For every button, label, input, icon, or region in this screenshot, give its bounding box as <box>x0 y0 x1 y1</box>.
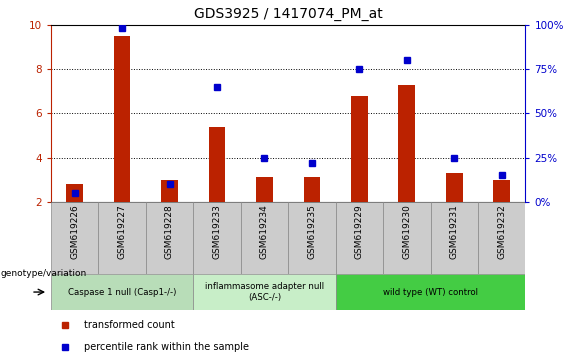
Title: GDS3925 / 1417074_PM_at: GDS3925 / 1417074_PM_at <box>194 7 383 21</box>
Bar <box>146 202 193 274</box>
Bar <box>98 202 146 274</box>
Text: percentile rank within the sample: percentile rank within the sample <box>84 342 249 352</box>
Text: GSM619235: GSM619235 <box>307 204 316 259</box>
Text: GSM619233: GSM619233 <box>212 204 221 259</box>
Bar <box>351 96 368 202</box>
Bar <box>66 184 83 202</box>
Text: transformed count: transformed count <box>84 320 175 330</box>
Bar <box>51 274 193 310</box>
Bar <box>336 274 525 310</box>
Text: Caspase 1 null (Casp1-/-): Caspase 1 null (Casp1-/-) <box>68 287 176 297</box>
Text: wild type (WT) control: wild type (WT) control <box>383 287 478 297</box>
Text: GSM619228: GSM619228 <box>165 204 174 259</box>
Bar <box>398 85 415 202</box>
Bar <box>446 173 463 202</box>
Bar <box>383 202 431 274</box>
Bar <box>336 202 383 274</box>
Text: GSM619230: GSM619230 <box>402 204 411 259</box>
Text: GSM619226: GSM619226 <box>70 204 79 259</box>
Bar <box>288 202 336 274</box>
Bar <box>493 180 510 202</box>
Bar <box>161 180 178 202</box>
Bar <box>478 202 525 274</box>
Text: GSM619232: GSM619232 <box>497 204 506 259</box>
Bar <box>303 177 320 202</box>
Bar <box>193 274 336 310</box>
Text: GSM619229: GSM619229 <box>355 204 364 259</box>
Bar <box>241 202 288 274</box>
Bar <box>51 202 98 274</box>
Text: genotype/variation: genotype/variation <box>1 269 87 278</box>
Bar <box>114 36 131 202</box>
Bar <box>193 202 241 274</box>
Bar <box>208 127 225 202</box>
Text: inflammasome adapter null
(ASC-/-): inflammasome adapter null (ASC-/-) <box>205 282 324 302</box>
Bar <box>431 202 478 274</box>
Text: GSM619234: GSM619234 <box>260 204 269 259</box>
Text: GSM619227: GSM619227 <box>118 204 127 259</box>
Text: GSM619231: GSM619231 <box>450 204 459 259</box>
Bar <box>256 177 273 202</box>
